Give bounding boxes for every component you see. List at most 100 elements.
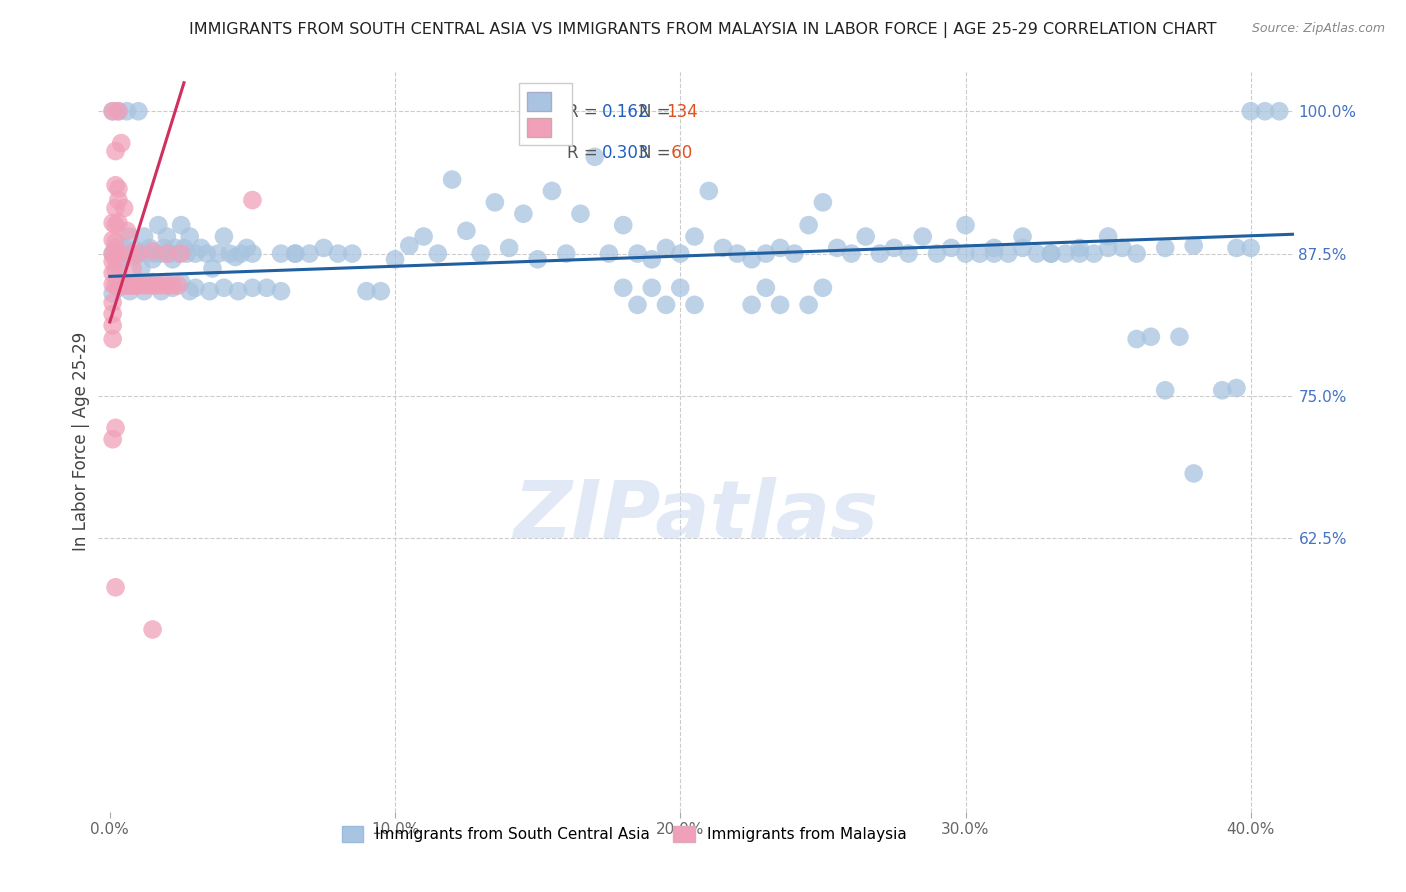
Point	[641, 252, 664, 267]
Point	[179, 284, 201, 298]
Point	[1140, 330, 1163, 344]
Point	[156, 275, 179, 289]
Point	[104, 580, 127, 594]
Point	[104, 235, 127, 250]
Point	[725, 246, 748, 260]
Point	[104, 201, 127, 215]
Point	[626, 246, 648, 260]
Point	[110, 252, 132, 267]
Point	[941, 241, 963, 255]
Text: 0.303: 0.303	[602, 144, 650, 161]
Point	[883, 241, 905, 255]
Point	[1025, 246, 1047, 260]
Point	[184, 281, 207, 295]
Point	[132, 278, 155, 293]
Point	[115, 104, 138, 119]
Point	[195, 246, 218, 260]
Point	[101, 246, 124, 260]
Point	[512, 207, 534, 221]
Point	[741, 298, 763, 312]
Point	[1011, 241, 1033, 255]
Point	[139, 241, 162, 255]
Point	[583, 150, 606, 164]
Point	[132, 229, 155, 244]
Point	[101, 318, 124, 333]
Point	[1168, 330, 1191, 344]
Point	[156, 246, 179, 260]
Point	[498, 241, 520, 255]
Point	[162, 278, 184, 293]
Point	[669, 246, 692, 260]
Point	[270, 284, 292, 298]
Point	[641, 281, 664, 295]
Point	[229, 246, 252, 260]
Point	[598, 246, 620, 260]
Point	[112, 241, 135, 255]
Point	[655, 241, 678, 255]
Point	[797, 218, 820, 232]
Point	[107, 216, 129, 230]
Point	[118, 229, 141, 244]
Point	[741, 252, 763, 267]
Point	[242, 246, 264, 260]
Point	[1125, 246, 1147, 260]
Point	[1240, 104, 1263, 119]
Point	[150, 278, 173, 293]
Point	[127, 246, 149, 260]
Point	[1054, 246, 1077, 260]
Point	[298, 246, 321, 260]
Point	[384, 252, 406, 267]
Point	[101, 432, 124, 446]
Point	[101, 246, 124, 260]
Point	[107, 246, 129, 260]
Point	[825, 241, 848, 255]
Point	[142, 275, 165, 289]
Text: R =: R =	[567, 103, 603, 121]
Point	[112, 201, 135, 215]
Point	[124, 278, 146, 293]
Point	[256, 281, 278, 295]
Point	[612, 218, 634, 232]
Point	[115, 278, 138, 293]
Text: Source: ZipAtlas.com: Source: ZipAtlas.com	[1251, 22, 1385, 36]
Point	[104, 263, 127, 277]
Point	[242, 281, 264, 295]
Point	[127, 104, 149, 119]
Point	[184, 246, 207, 260]
Point	[170, 246, 193, 260]
Point	[569, 207, 592, 221]
Point	[426, 246, 449, 260]
Point	[173, 241, 195, 255]
Point	[226, 284, 249, 298]
Point	[112, 275, 135, 289]
Point	[612, 281, 634, 295]
Point	[127, 246, 149, 260]
Point	[470, 246, 492, 260]
Text: 134: 134	[666, 103, 697, 121]
Point	[107, 193, 129, 207]
Point	[139, 278, 162, 293]
Point	[1097, 229, 1119, 244]
Point	[101, 104, 124, 119]
Point	[176, 246, 198, 260]
Point	[541, 184, 564, 198]
Point	[841, 246, 863, 260]
Point	[107, 104, 129, 119]
Point	[456, 224, 478, 238]
Point	[1040, 246, 1063, 260]
Point	[170, 218, 193, 232]
Point	[190, 241, 212, 255]
Point	[342, 246, 364, 260]
Point	[153, 241, 176, 255]
Point	[101, 233, 124, 247]
Point	[101, 266, 124, 280]
Point	[201, 261, 224, 276]
Point	[1268, 104, 1291, 119]
Point	[811, 281, 834, 295]
Point	[224, 250, 246, 264]
Point	[711, 241, 734, 255]
Point	[118, 246, 141, 260]
Text: IMMIGRANTS FROM SOUTH CENTRAL ASIA VS IMMIGRANTS FROM MALAYSIA IN LABOR FORCE | : IMMIGRANTS FROM SOUTH CENTRAL ASIA VS IM…	[190, 22, 1216, 38]
Point	[167, 278, 190, 293]
Point	[755, 281, 778, 295]
